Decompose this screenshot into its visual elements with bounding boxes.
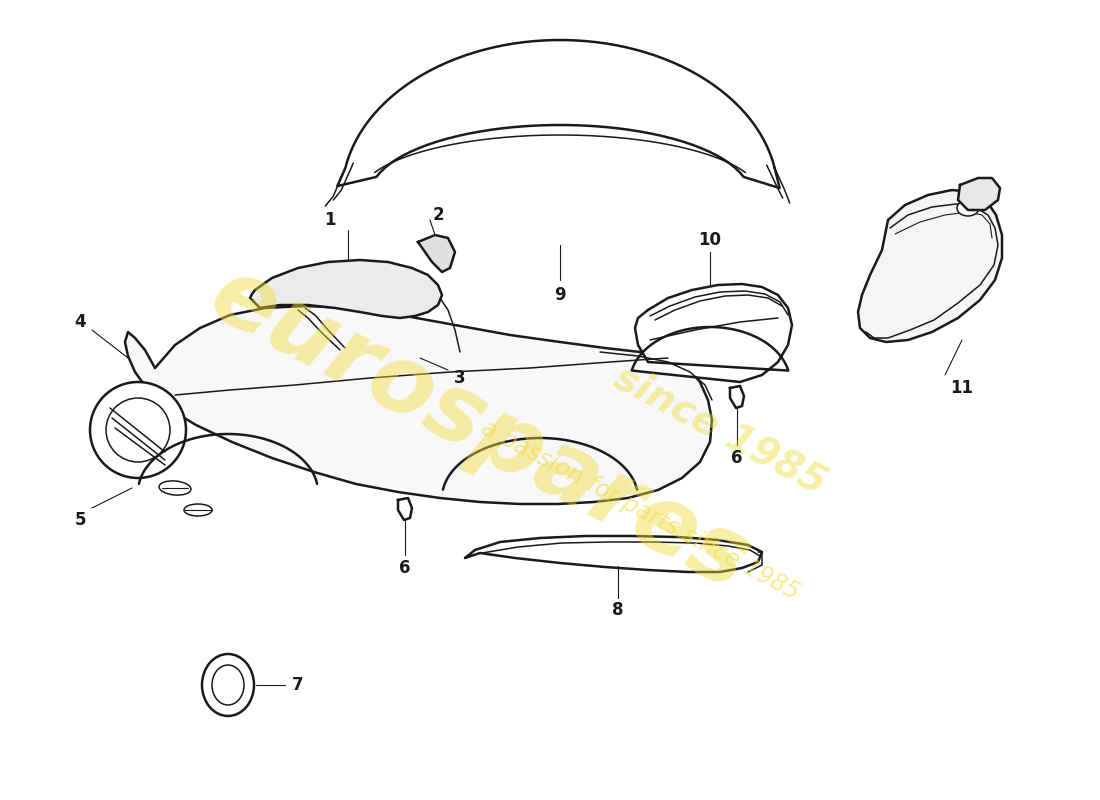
Ellipse shape [957, 200, 979, 216]
Circle shape [90, 382, 186, 478]
Polygon shape [125, 306, 712, 504]
Text: since 1985: since 1985 [607, 358, 833, 502]
Text: 6: 6 [399, 559, 410, 577]
Text: 9: 9 [554, 286, 565, 304]
Polygon shape [398, 498, 412, 520]
Text: 2: 2 [432, 206, 443, 224]
Polygon shape [465, 536, 762, 572]
Ellipse shape [212, 665, 244, 705]
Ellipse shape [202, 654, 254, 716]
Text: 1: 1 [324, 211, 336, 229]
Text: 4: 4 [74, 313, 86, 331]
Text: a passion for parts since 1985: a passion for parts since 1985 [476, 416, 803, 604]
Ellipse shape [160, 481, 191, 495]
Polygon shape [250, 260, 442, 318]
Text: 7: 7 [293, 676, 304, 694]
Polygon shape [858, 190, 1002, 342]
Text: 10: 10 [698, 231, 722, 249]
Text: 8: 8 [613, 601, 624, 619]
Text: 11: 11 [950, 379, 974, 397]
Text: 6: 6 [732, 449, 742, 467]
Ellipse shape [184, 504, 212, 516]
Polygon shape [958, 178, 1000, 210]
Text: 3: 3 [454, 369, 465, 387]
Polygon shape [338, 40, 780, 188]
Polygon shape [730, 386, 744, 408]
Text: eurospares: eurospares [195, 249, 766, 611]
Polygon shape [418, 235, 455, 272]
Text: 5: 5 [75, 511, 86, 529]
Polygon shape [631, 284, 792, 382]
Circle shape [106, 398, 170, 462]
